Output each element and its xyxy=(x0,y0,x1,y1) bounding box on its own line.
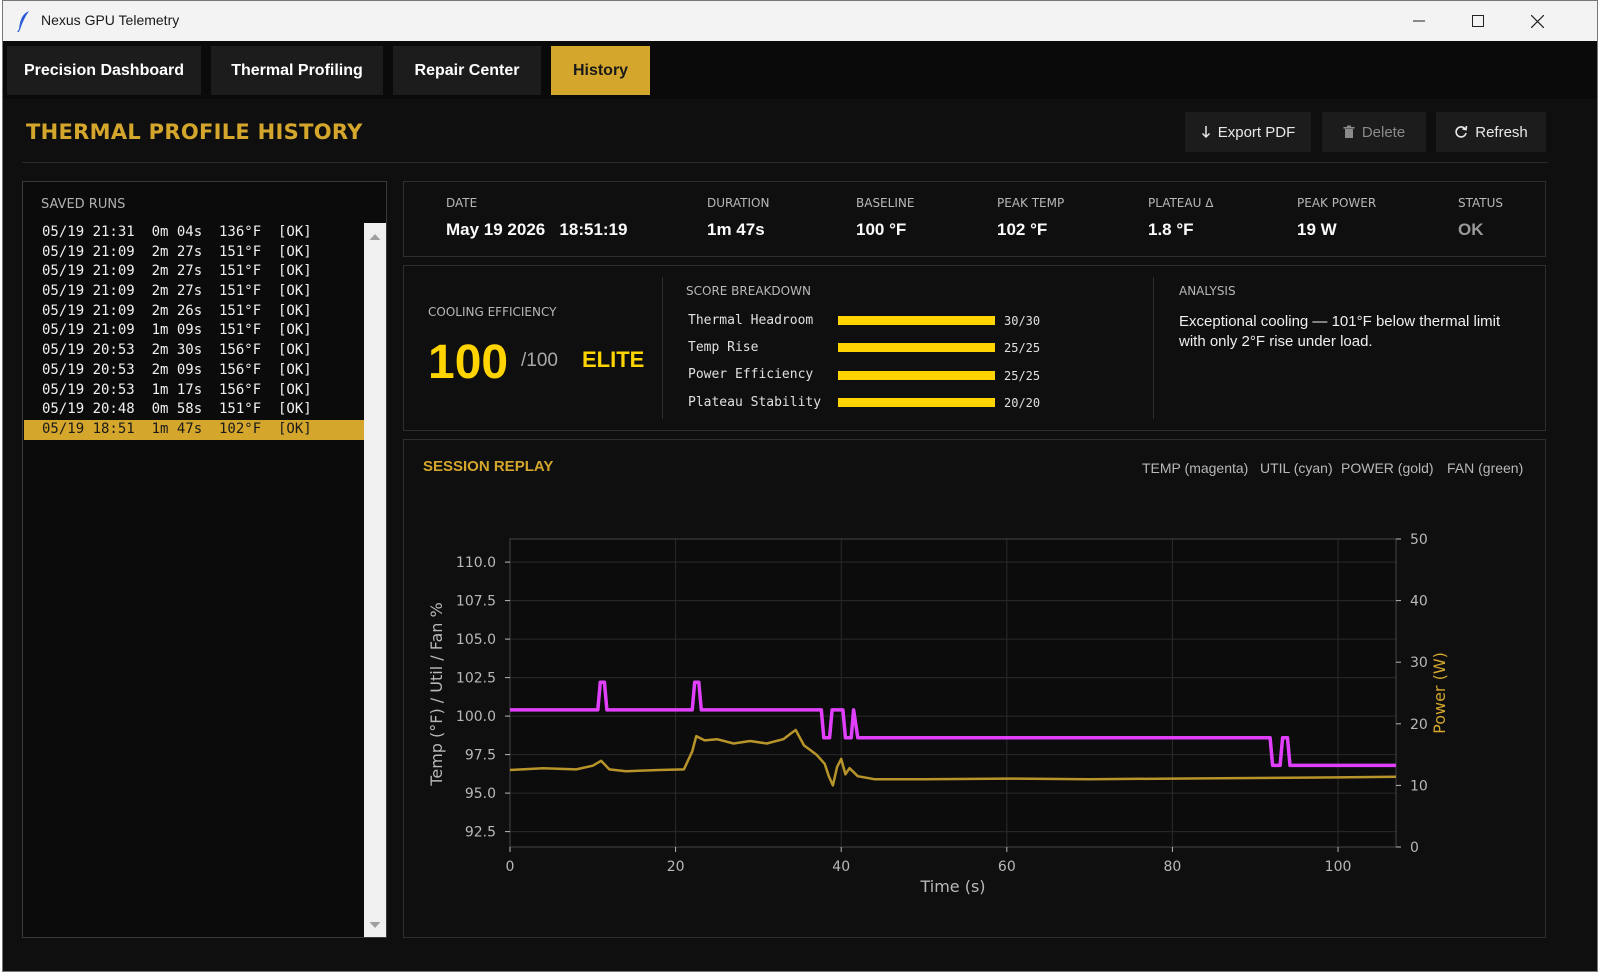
score-max: /100 xyxy=(521,350,558,371)
peak-temp-label: PEAK TEMP xyxy=(997,196,1065,210)
breakdown-label-plateau-stability: Plateau Stability xyxy=(688,395,822,410)
header-divider xyxy=(22,162,1548,163)
date-value: May 19 2026 18:51:19 xyxy=(446,220,628,239)
plateau-label: PLATEAU Δ xyxy=(1148,196,1214,210)
breakdown-score-plateau-stability: 20/20 xyxy=(1004,396,1041,410)
saved-run-row[interactable]: 05/19 20:48 0m 58s 151°F [OK] xyxy=(42,401,312,418)
refresh-label: Refresh xyxy=(1475,123,1528,141)
saved-run-row[interactable]: 05/19 20:53 2m 30s 156°F [OK] xyxy=(42,342,312,359)
feather-icon xyxy=(17,11,29,32)
score-divider xyxy=(662,277,663,419)
breakdown-bar-plateau-stability xyxy=(838,398,995,407)
saved-run-row[interactable]: 05/19 21:09 1m 09s 151°F [OK] xyxy=(42,322,312,339)
close-icon xyxy=(1530,14,1544,28)
saved-run-row[interactable]: 05/19 21:09 2m 27s 151°F [OK] xyxy=(42,283,312,300)
refresh-icon xyxy=(1455,125,1468,138)
maximize-icon xyxy=(1472,15,1484,27)
trash-icon xyxy=(1343,125,1355,138)
summary-card xyxy=(403,181,1546,257)
scroll-up-icon[interactable] xyxy=(364,227,386,247)
date-label: DATE xyxy=(446,196,478,210)
tab-bar: Precision Dashboard Thermal Profiling Re… xyxy=(3,41,1597,99)
score-grade: ELITE xyxy=(582,347,645,372)
saved-run-row[interactable]: 05/19 21:09 2m 27s 151°F [OK] xyxy=(42,263,312,280)
saved-runs-list: 05/19 21:31 0m 04s 136°F [OK] 05/19 21:09… xyxy=(24,223,364,440)
title-bar: Nexus GPU Telemetry xyxy=(3,1,1597,41)
breakdown-label-thermal-headroom: Thermal Headroom xyxy=(688,313,814,328)
session-replay-card xyxy=(403,439,1546,938)
saved-run-row[interactable]: 05/19 21:09 2m 26s 151°F [OK] xyxy=(42,302,312,319)
baseline-value: 100 °F xyxy=(856,220,907,239)
breakdown-track xyxy=(838,316,995,325)
saved-run-row[interactable]: 05/19 18:51 1m 47s 102°F [OK] xyxy=(24,419,364,440)
saved-run-row[interactable]: 05/19 21:31 0m 04s 136°F [OK] xyxy=(42,224,312,240)
breakdown-score-temp-rise: 25/25 xyxy=(1004,341,1041,355)
tab-thermal-profiling[interactable]: Thermal Profiling xyxy=(211,46,383,95)
saved-run-row[interactable]: 05/19 20:53 2m 09s 156°F [OK] xyxy=(42,361,312,378)
saved-run-row[interactable]: 05/19 21:09 2m 27s 151°F [OK] xyxy=(42,243,312,260)
tab-precision-dashboard[interactable]: Precision Dashboard xyxy=(7,46,201,95)
breakdown-track xyxy=(838,371,995,380)
legend-power: POWER (gold) xyxy=(1341,460,1434,476)
breakdown-score-power-efficiency: 25/25 xyxy=(1004,369,1041,383)
breakdown-bar-power-efficiency xyxy=(838,371,995,380)
maximize-button[interactable] xyxy=(1449,1,1507,41)
download-arrow-icon xyxy=(1201,126,1210,139)
window-title: Nexus GPU Telemetry xyxy=(41,12,180,28)
breakdown-score-thermal-headroom: 30/30 xyxy=(1004,314,1041,328)
export-pdf-button[interactable]: Export PDF xyxy=(1185,112,1311,152)
saved-runs-panel: SAVED RUNS 05/19 21:31 0m 04s 136°F [OK]… xyxy=(22,181,387,938)
breakdown-bar-thermal-headroom xyxy=(838,316,995,325)
cooling-efficiency-label: COOLING EFFICIENCY xyxy=(428,305,557,319)
peak-power-label: PEAK POWER xyxy=(1297,196,1377,210)
status-value: OK xyxy=(1458,220,1484,239)
score-breakdown-label: SCORE BREAKDOWN xyxy=(686,284,811,298)
minimize-icon xyxy=(1413,20,1425,22)
runs-scrollbar[interactable] xyxy=(364,223,386,937)
peak-power-value: 19 W xyxy=(1297,220,1337,239)
peak-temp-value: 102 °F xyxy=(997,220,1048,239)
breakdown-bar-temp-rise xyxy=(838,343,995,352)
legend-util: UTIL (cyan) xyxy=(1260,460,1333,476)
legend-fan: FAN (green) xyxy=(1447,460,1524,476)
score-value: 100 xyxy=(428,336,509,389)
breakdown-label-temp-rise: Temp Rise xyxy=(688,340,759,355)
breakdown-track xyxy=(838,343,995,352)
baseline-label: BASELINE xyxy=(856,196,915,210)
duration-value: 1m 47s xyxy=(707,220,765,239)
scroll-down-icon[interactable] xyxy=(364,915,386,935)
delete-button[interactable]: Delete xyxy=(1322,112,1426,152)
legend-temp: TEMP (magenta) xyxy=(1142,460,1249,476)
breakdown-track xyxy=(838,398,995,407)
analysis-label: ANALYSIS xyxy=(1179,284,1236,298)
duration-label: DURATION xyxy=(707,196,770,210)
breakdown-label-power-efficiency: Power Efficiency xyxy=(688,367,814,382)
analysis-divider xyxy=(1153,277,1154,419)
tab-repair-center[interactable]: Repair Center xyxy=(393,46,541,95)
tab-history[interactable]: History xyxy=(551,46,650,95)
minimize-button[interactable] xyxy=(1390,1,1448,41)
close-button[interactable] xyxy=(1508,1,1566,41)
refresh-button[interactable]: Refresh xyxy=(1436,112,1546,152)
status-label: STATUS xyxy=(1458,196,1504,210)
delete-label: Delete xyxy=(1361,123,1406,141)
saved-runs-label: SAVED RUNS xyxy=(41,197,126,212)
session-replay-title: SESSION REPLAY xyxy=(423,458,554,475)
page-title: THERMAL PROFILE HISTORY xyxy=(26,120,363,144)
saved-run-row[interactable]: 05/19 20:53 1m 17s 156°F [OK] xyxy=(42,381,312,398)
plateau-value: 1.8 °F xyxy=(1148,220,1194,239)
export-pdf-label: Export PDF xyxy=(1217,123,1296,141)
analysis-text: Exceptional cooling — 101°F below therma… xyxy=(1179,313,1501,350)
